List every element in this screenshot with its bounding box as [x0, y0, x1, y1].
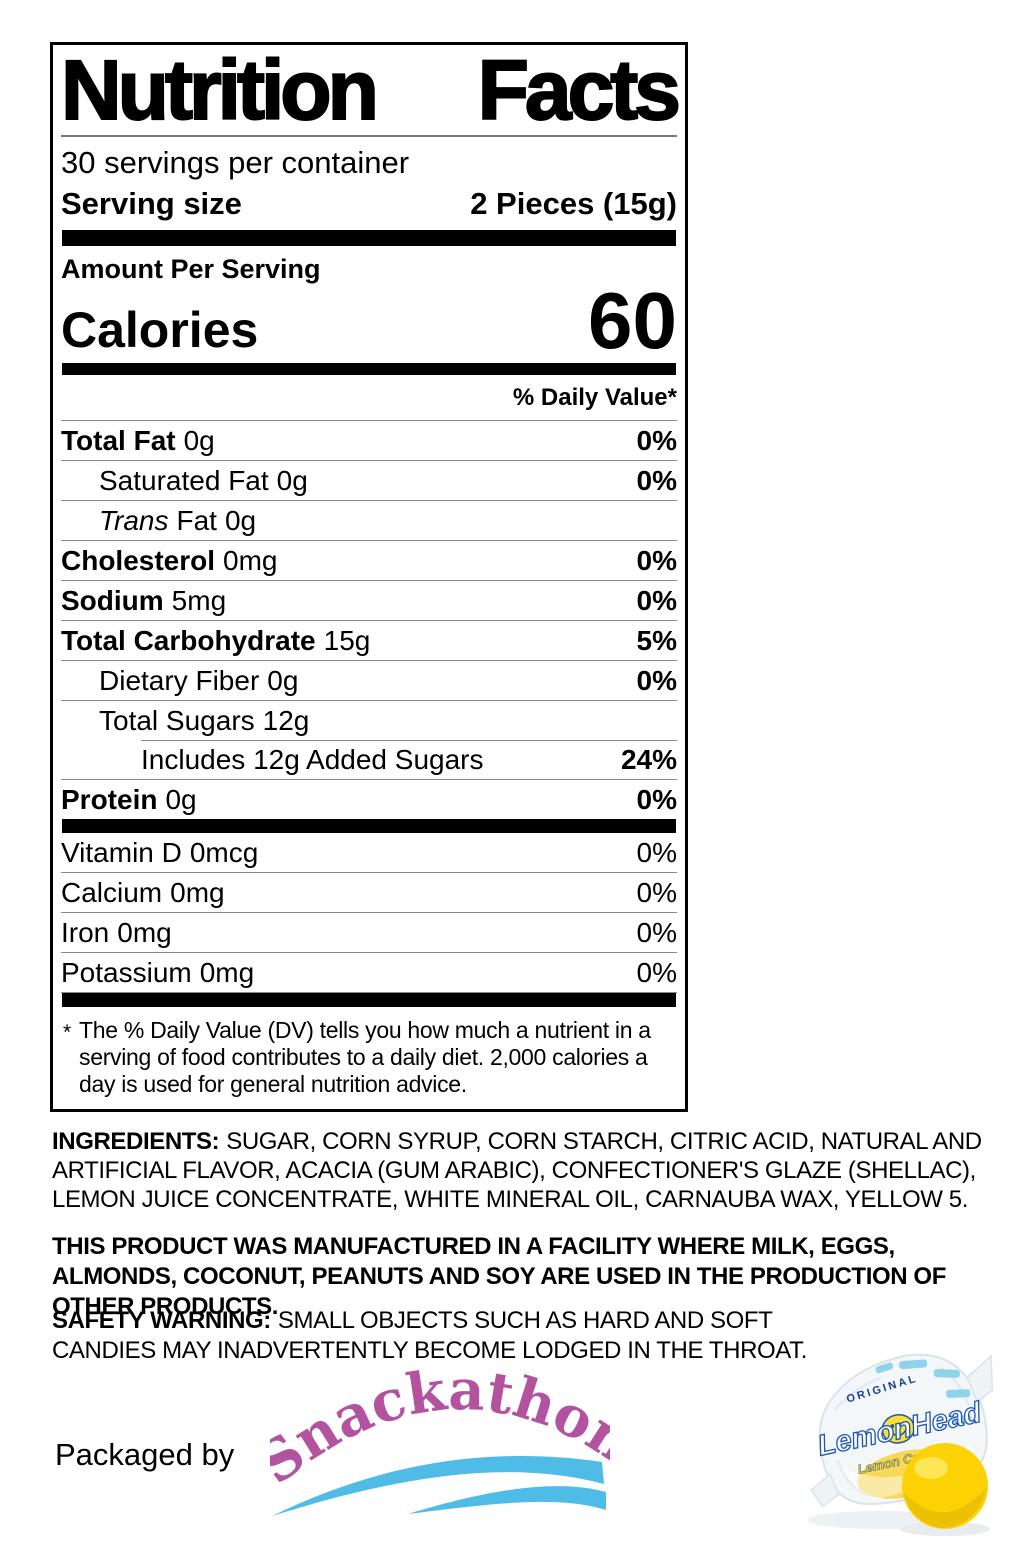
nutrient-name: Potassium [61, 956, 192, 988]
nutrient-amount: 5mg [171, 584, 227, 616]
nutrient-dv: 24% [620, 743, 677, 775]
logo-swoosh-large [272, 1456, 604, 1516]
nutrient-name: Total Sugars [99, 704, 255, 736]
nutrient-name: Total Carbohydrate [61, 624, 316, 656]
wrapper-twist-right [966, 1354, 994, 1403]
logo-swoosh-small [408, 1486, 606, 1514]
micronutrient-row-calcium: Calcium 0mg 0% [61, 873, 677, 913]
title-word-nutrition: Nutrition [60, 43, 380, 137]
nutrient-dv: 0% [636, 424, 677, 456]
snackathon-logo: Snackathon [270, 1366, 610, 1516]
nutrient-amount: 0mg [223, 544, 278, 576]
nutrient-amount: 0mg [117, 916, 172, 948]
micronutrient-row-potassium: Potassium 0mg 0% [61, 953, 677, 993]
nutrient-dv: 0% [636, 916, 677, 948]
safety-warning-label: SAFETY WARNING: [52, 1307, 271, 1334]
nutrient-dv: 0% [636, 876, 677, 908]
nutrient-name: Dietary Fiber [99, 664, 260, 696]
nutrient-name: Fat [176, 504, 217, 536]
candy-wrapper: ORIGINAL LemonHead Lemon Candy [810, 1353, 994, 1508]
daily-value-footnote: * The % Daily Value (DV) tells you how m… [61, 1007, 677, 1098]
nutrient-name: Sodium [61, 584, 164, 616]
nutrient-name: Calcium [61, 876, 163, 908]
title-word-facts: Facts [477, 43, 682, 137]
nutrient-amount: 12g [262, 704, 310, 736]
wrapper-crinkles [833, 1365, 971, 1496]
wrapper-twist-left [810, 1472, 840, 1508]
allergen-notice: THIS PRODUCT WAS MANUFACTURED IN A FACIL… [52, 1233, 946, 1320]
nutrient-amount: 0mcg [189, 836, 259, 868]
nutrient-name-italic: Trans [99, 504, 169, 536]
serving-size-row: Serving size 2 Pieces (15g) [61, 187, 677, 221]
calories-value: 60 [588, 276, 677, 366]
nutrient-name: Iron [61, 916, 110, 948]
nutrient-amount: 0mg [199, 956, 255, 988]
serving-size-value: 2 Pieces (15g) [470, 186, 677, 221]
nutrient-row-total-fat: Total Fat 0g 0% [61, 421, 677, 461]
nutrient-row-total-carbohydrate: Total Carbohydrate 15g 5% [61, 621, 677, 661]
safety-warning-text: SMALL OBJECTS SUCH AS HARD AND SOFT CAND… [52, 1307, 808, 1364]
nutrient-dv: 0% [636, 664, 677, 696]
nutrient-amount: 15g [323, 624, 371, 656]
nutrient-amount: 0g [224, 504, 257, 536]
divider-bar-medium [62, 363, 676, 375]
nutrient-name: Saturated Fat [99, 464, 269, 496]
nutrient-dv: 0% [636, 956, 677, 988]
footnote-text: The % Daily Value (DV) tells you how muc… [79, 1017, 651, 1097]
lemon-candy-ball [902, 1443, 988, 1529]
nutrient-dv: 0% [636, 584, 677, 616]
servings-per-container: 30 servings per container [61, 145, 410, 180]
serving-size-label: Serving size [61, 186, 242, 221]
lemon-face-icon [881, 1413, 915, 1444]
nutrition-facts-label: Nutrition Facts 30 servings per containe… [50, 42, 688, 1112]
footnote-asterisk: * [63, 1021, 71, 1044]
logo-wordmark: Snackathon [270, 1366, 610, 1497]
nutrient-row-added-sugars: Includes 12g Added Sugars 24% [61, 740, 677, 780]
nutrient-name: Cholesterol [61, 544, 216, 576]
nutrient-row-saturated-fat: Saturated Fat 0g 0% [61, 461, 677, 501]
lemonhead-candy-photo: ORIGINAL LemonHead Lemon Candy [807, 1353, 994, 1536]
nutrient-amount: 0mg [170, 876, 225, 908]
ingredients-paragraph: INGREDIENTS: SUGAR, CORN SYRUP, CORN STAR… [52, 1127, 1007, 1214]
nutrient-row-dietary-fiber: Dietary Fiber 0g 0% [61, 661, 677, 701]
calories-label: Calories [61, 301, 259, 358]
nutrient-name: Vitamin D [61, 836, 182, 868]
calories-row: Calories 60 [61, 276, 677, 366]
packaged-by-text: Packaged by [55, 1437, 235, 1472]
nutrient-dv: 0% [636, 544, 677, 576]
ingredients-text: SUGAR, CORN SYRUP, CORN STARCH, CITRIC A… [52, 1128, 982, 1213]
nutrient-amount: 0g [267, 664, 299, 696]
nutrient-row-sodium: Sodium 5mg 0% [61, 581, 677, 621]
nutrient-amount: 0g [165, 783, 197, 815]
nutrient-name: Protein [61, 783, 158, 815]
divider-bar-thick [62, 993, 676, 1007]
nutrient-dv: 0% [636, 783, 677, 815]
nutrient-name: Total Fat [61, 424, 176, 456]
nutrient-row-total-sugars: Total Sugars 12g [61, 701, 677, 740]
nutrient-dv: 5% [636, 624, 677, 656]
nutrient-name: Includes 12g Added Sugars [141, 743, 484, 775]
divider-bar-thick [62, 819, 676, 833]
nutrient-amount: 0g [183, 424, 215, 456]
nutrient-row-protein: Protein 0g 0% [61, 780, 677, 819]
wrapper-print-pattern [875, 1359, 972, 1424]
nutrient-row-trans-fat: Trans Fat 0g [61, 501, 677, 541]
wrapper-film-sheen [841, 1438, 977, 1499]
safety-warning-paragraph: SAFETY WARNING: SMALL OBJECTS SUCH AS HAR… [52, 1306, 852, 1366]
daily-value-header: % Daily Value* [61, 375, 677, 421]
nutrient-row-cholesterol: Cholesterol 0mg 0% [61, 541, 677, 581]
divider-bar-thick [62, 230, 676, 246]
nutrient-dv: 0% [636, 464, 677, 496]
ingredients-label: INGREDIENTS: [52, 1128, 220, 1155]
nutrient-amount: 0g [276, 464, 308, 496]
micronutrient-row-vitamin-d: Vitamin D 0mcg 0% [61, 833, 677, 873]
amount-per-serving: Amount Per Serving [61, 254, 321, 284]
nutrition-facts-title: Nutrition Facts [60, 43, 682, 137]
micronutrient-row-iron: Iron 0mg 0% [61, 913, 677, 953]
nutrient-dv: 0% [636, 836, 677, 868]
